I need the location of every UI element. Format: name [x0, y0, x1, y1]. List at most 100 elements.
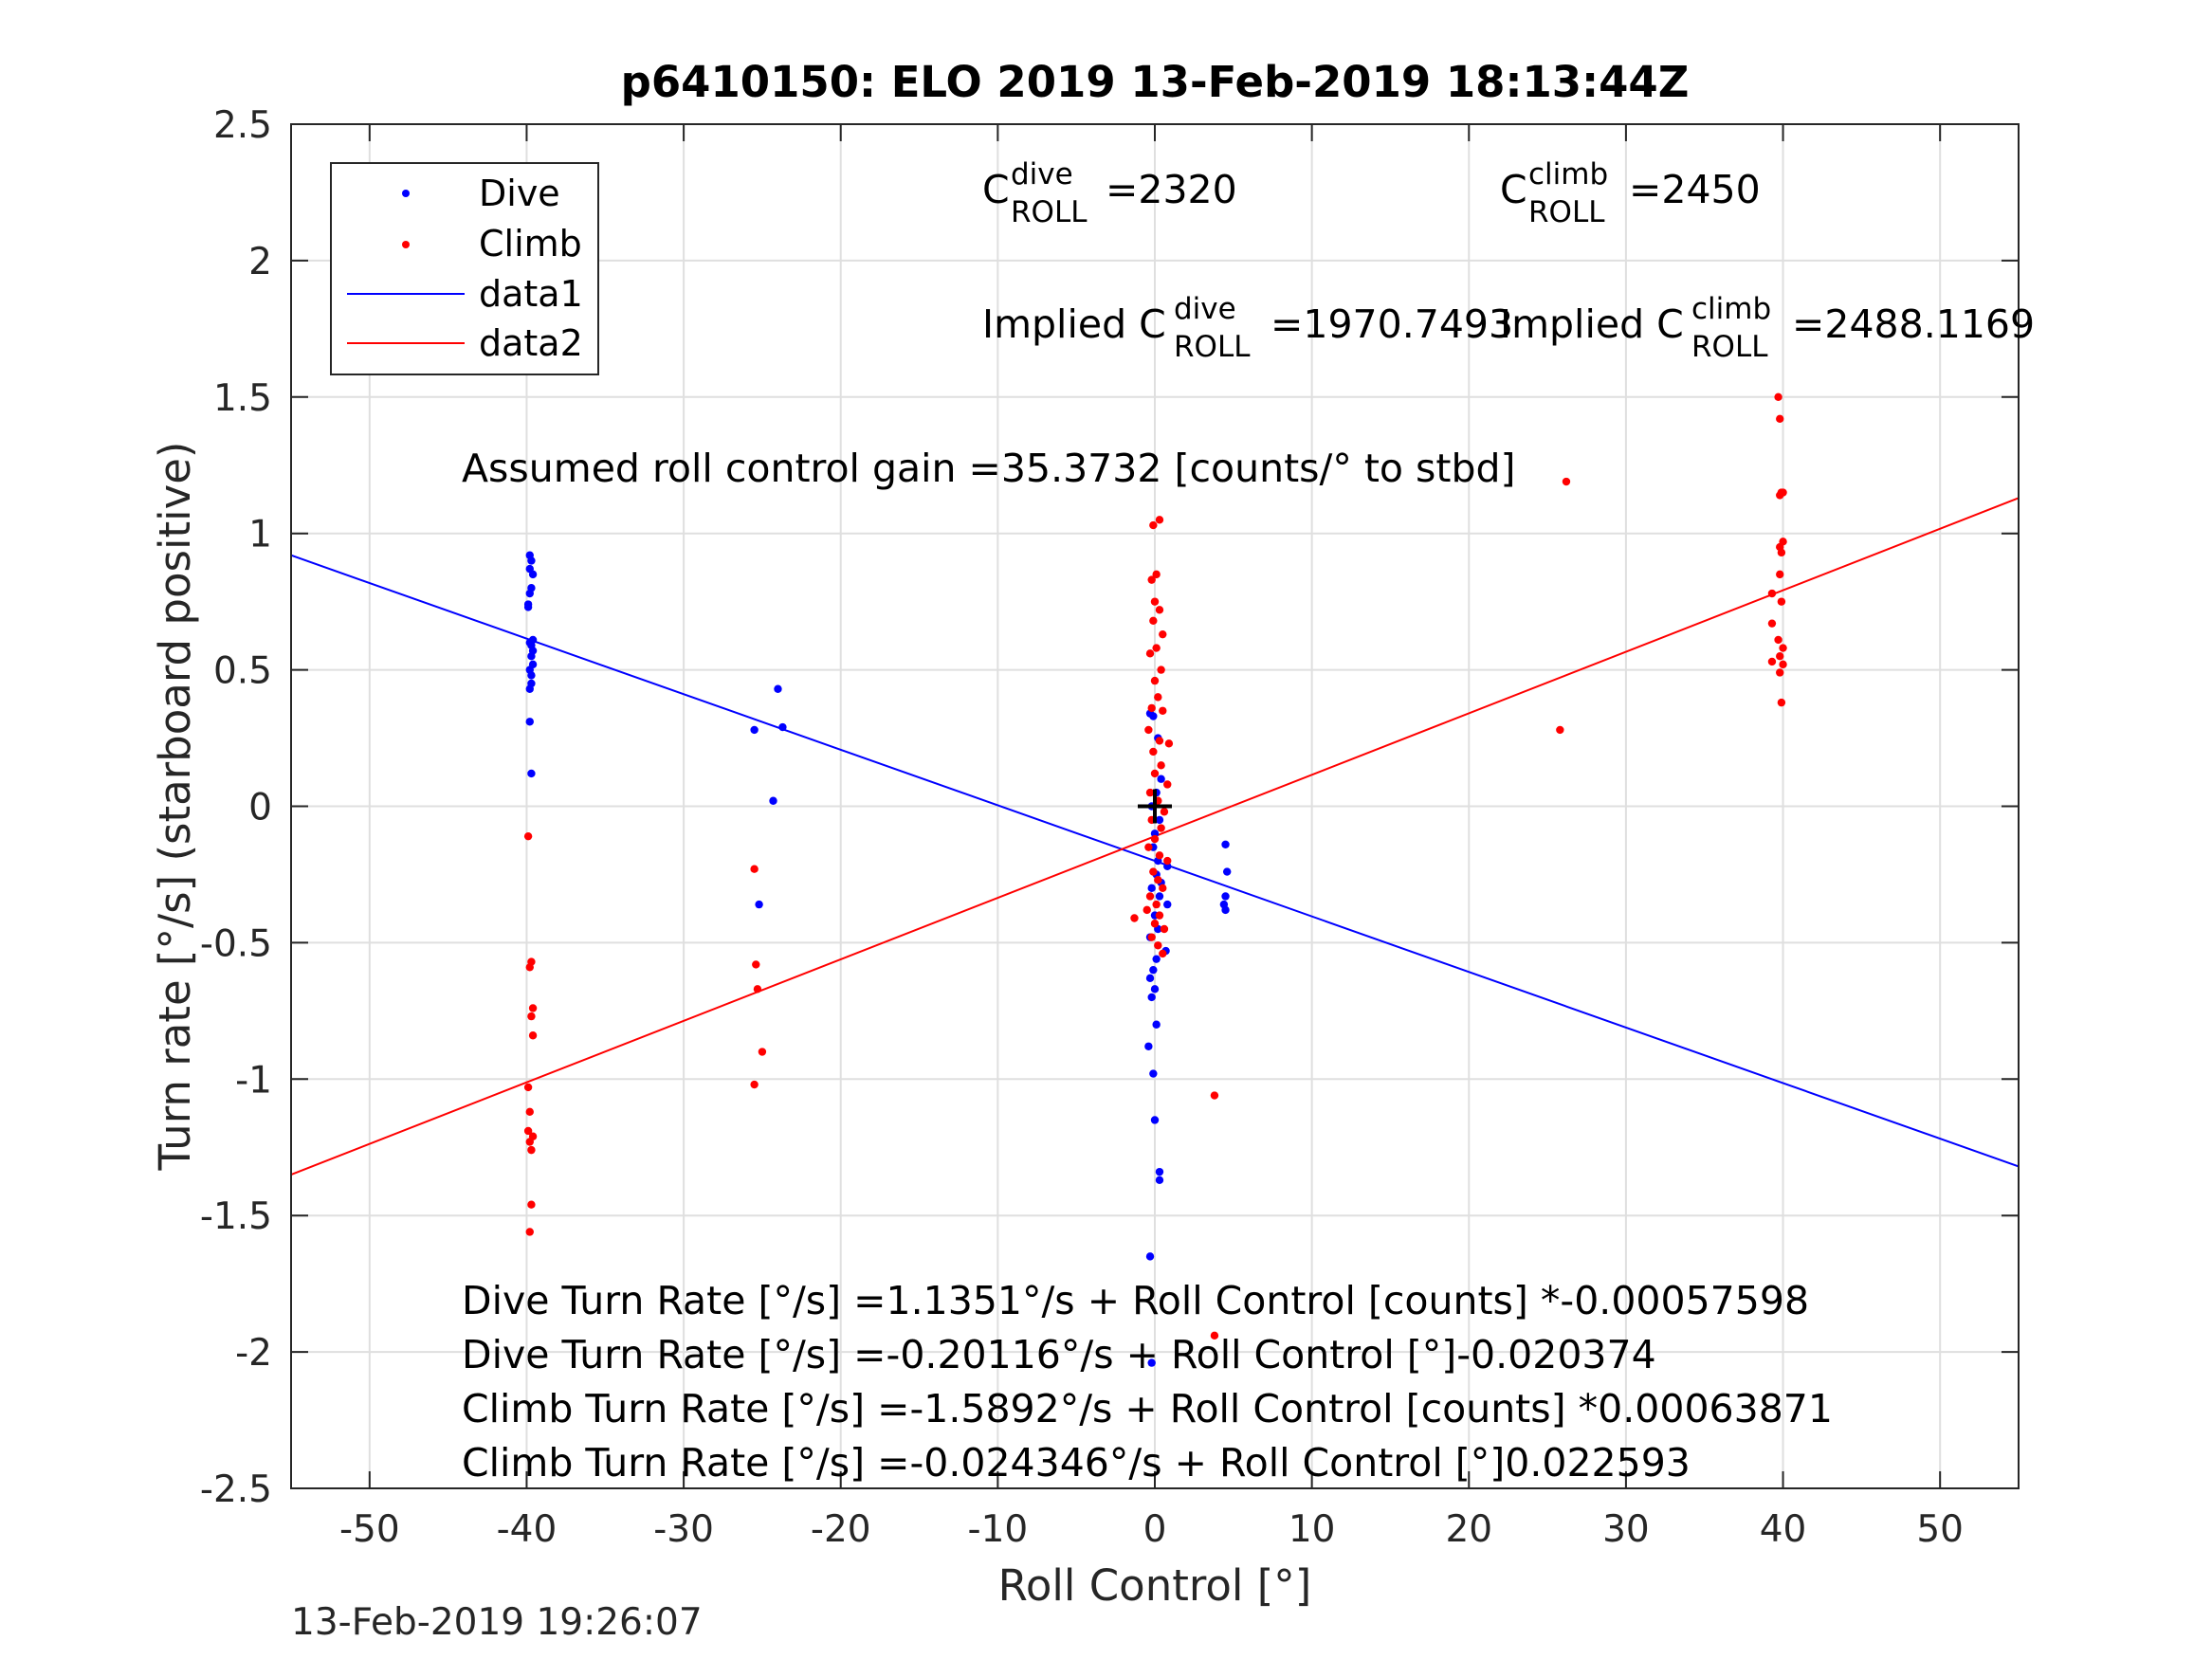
data-points — [523, 392, 1787, 1367]
legend-dive-label: Dive — [479, 173, 560, 214]
climb-point — [1777, 548, 1786, 557]
climb-point — [1779, 660, 1787, 669]
climb-point — [1147, 933, 1156, 941]
climb-point — [1147, 703, 1156, 713]
dive-point — [1150, 830, 1160, 838]
implied-climb-value: =2488.1169 — [1792, 301, 2035, 347]
dive-point — [525, 684, 534, 693]
climb-point — [1210, 1091, 1219, 1100]
climb-point — [1154, 693, 1162, 702]
dive-point — [1163, 862, 1172, 871]
climb-point — [1147, 575, 1156, 584]
x-tick-label: 20 — [1445, 1508, 1492, 1551]
climb-point — [1160, 924, 1169, 934]
climb-point — [528, 1004, 538, 1012]
y-tick-label: 2 — [248, 241, 272, 283]
x-tick-label: -50 — [339, 1508, 400, 1551]
climb-point — [1143, 905, 1151, 915]
climb-point — [1776, 491, 1784, 500]
climb-point — [750, 1080, 759, 1089]
y-tick-label: -1 — [235, 1059, 272, 1102]
dive-point — [1157, 775, 1165, 783]
climb-point — [1777, 597, 1786, 606]
dive-point — [1221, 840, 1230, 848]
climb-point — [523, 1126, 533, 1136]
gain-annotation: Assumed roll control gain =35.3732 [coun… — [462, 446, 1516, 491]
dive-point — [1221, 905, 1230, 915]
dive-point — [1147, 1358, 1156, 1367]
climb-point — [1149, 747, 1158, 757]
dive-point — [1145, 1252, 1155, 1261]
legend-data1-label: data1 — [479, 273, 583, 315]
climb-point — [1562, 477, 1571, 486]
climb-point — [525, 1138, 534, 1146]
dive-point — [1145, 974, 1155, 983]
x-tick-label: 30 — [1602, 1508, 1650, 1551]
climb-equation-degrees: Climb Turn Rate [°/s] =-0.024346°/s + Ro… — [462, 1440, 1691, 1486]
climb-point — [1152, 570, 1161, 579]
climb-point — [527, 1200, 536, 1209]
climb-point — [1779, 644, 1787, 652]
dive-point — [778, 722, 787, 732]
climb-point — [1556, 725, 1564, 735]
dive-point — [1152, 1020, 1161, 1029]
implied-climb-sup: climb — [1691, 292, 1771, 326]
climb-point — [1210, 1331, 1219, 1340]
dive-point — [750, 725, 759, 735]
climb-point — [1154, 876, 1162, 884]
implied-climb-annotation: Implied C climb ROLL =2488.1169 — [1500, 292, 2035, 364]
y-tick-label: 1.5 — [213, 377, 272, 420]
dive-point — [1147, 884, 1156, 893]
climb-point — [525, 1228, 534, 1236]
x-tick-label: 10 — [1289, 1508, 1336, 1551]
c-dive-annotation: C dive ROLL =2320 — [982, 157, 1237, 229]
climb-point — [758, 1048, 767, 1056]
implied-dive-sup: dive — [1174, 292, 1236, 326]
dive-point — [1155, 892, 1164, 901]
climb-point — [1144, 843, 1153, 851]
climb-point — [1152, 900, 1161, 909]
climb-point — [1157, 761, 1165, 770]
dive-point — [525, 718, 534, 726]
dive-equation-degrees: Dive Turn Rate [°/s] =-0.20116°/s + Roll… — [462, 1332, 1656, 1377]
dive-point — [527, 769, 536, 778]
climb-point — [1776, 414, 1784, 424]
x-tick-label: 40 — [1760, 1508, 1807, 1551]
climb-point — [523, 831, 533, 841]
dive-point — [1149, 965, 1158, 975]
climb-point — [523, 1083, 533, 1092]
climb-point — [1767, 619, 1777, 628]
climb-point — [527, 1145, 536, 1155]
timestamp: 13-Feb-2019 19:26:07 — [291, 1601, 703, 1644]
climb-point — [525, 1107, 534, 1117]
implied-dive-sub: ROLL — [1174, 330, 1251, 364]
dive-point — [527, 556, 536, 565]
x-tick-label: 0 — [1143, 1508, 1167, 1551]
dive-point — [769, 796, 777, 805]
dive-point — [1152, 955, 1161, 963]
climb-point — [1767, 589, 1777, 598]
dive-point — [527, 671, 536, 680]
climb-point — [1150, 834, 1160, 844]
climb-point — [1163, 856, 1172, 866]
climb-point — [1150, 597, 1160, 606]
y-tick-label: 0 — [248, 787, 272, 830]
dive-point — [1149, 1069, 1158, 1078]
c-dive-base: C — [982, 167, 1010, 212]
legend-data2-label: data2 — [479, 322, 583, 364]
climb-point — [1154, 941, 1162, 950]
climb-point — [1157, 824, 1165, 832]
climb-point — [1150, 676, 1160, 685]
dive-point — [1149, 712, 1158, 720]
origin-cross-marker — [1138, 789, 1172, 824]
climb-point — [528, 1031, 538, 1040]
climb-point — [1767, 657, 1777, 666]
c-climb-annotation: C climb ROLL =2450 — [1500, 157, 1761, 229]
climb-point — [1163, 780, 1172, 789]
c-dive-value: =2320 — [1106, 167, 1237, 212]
c-climb-sub: ROLL — [1528, 195, 1605, 229]
climb-point — [750, 865, 759, 873]
climb-point — [1164, 739, 1174, 748]
climb-point — [1144, 725, 1153, 735]
